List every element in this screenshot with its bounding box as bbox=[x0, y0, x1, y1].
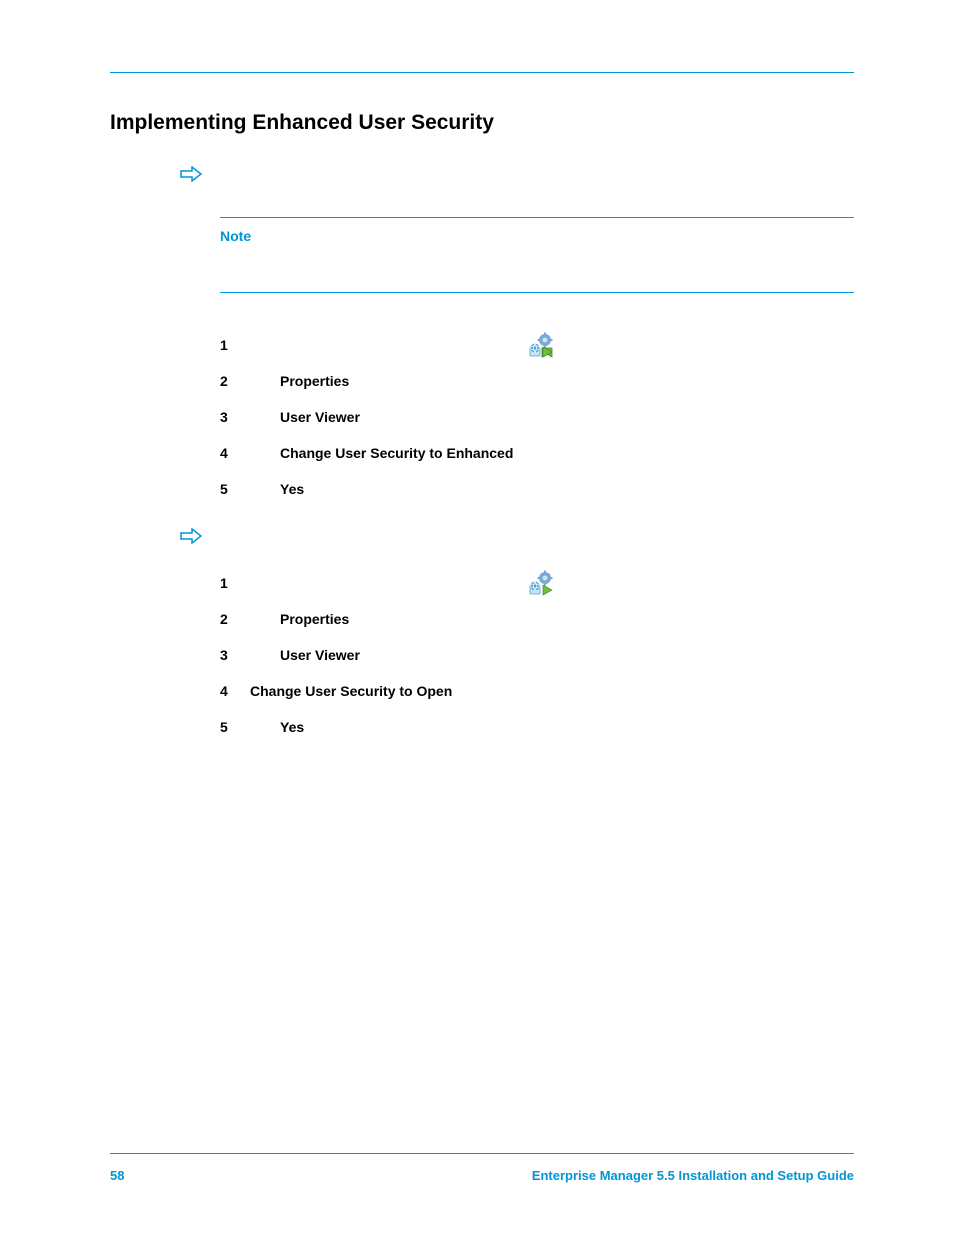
step-number: 1 bbox=[220, 337, 240, 353]
step-text: Change User Security to Enhanced bbox=[280, 445, 513, 461]
step-text: Change User Security to Open bbox=[250, 683, 452, 699]
step-text: Properties bbox=[280, 373, 349, 389]
page-footer: 58 Enterprise Manager 5.5 Installation a… bbox=[110, 1153, 854, 1183]
note-label: Note bbox=[220, 228, 854, 246]
step-number: 5 bbox=[220, 481, 240, 497]
arrow-right-icon bbox=[180, 166, 202, 182]
step-row: 1 bbox=[220, 567, 854, 599]
step-row: 2 Properties bbox=[220, 365, 854, 397]
top-horizontal-rule bbox=[110, 72, 854, 73]
guide-title: Enterprise Manager 5.5 Installation and … bbox=[532, 1168, 854, 1183]
step-text: Yes bbox=[280, 481, 304, 497]
user-security-icon bbox=[528, 332, 554, 358]
step-row: 3 User Viewer bbox=[220, 401, 854, 433]
step-row: 2 Properties bbox=[220, 603, 854, 635]
procedure-arrow-2 bbox=[180, 525, 854, 547]
step-text: Properties bbox=[280, 611, 349, 627]
procedure-arrow-1 bbox=[180, 163, 854, 185]
user-security-icon bbox=[528, 570, 554, 596]
step-text: User Viewer bbox=[280, 647, 360, 663]
section-title: Implementing Enhanced User Security bbox=[110, 111, 854, 135]
step-number: 5 bbox=[220, 719, 240, 735]
page-number: 58 bbox=[110, 1168, 124, 1183]
steps-list-1: 1 bbox=[220, 329, 854, 505]
step-row: 3 User Viewer bbox=[220, 639, 854, 671]
step-row: 5 Yes bbox=[220, 711, 854, 743]
note-bottom-rule bbox=[220, 292, 854, 293]
note-block: Note bbox=[220, 217, 854, 293]
step-row: 4 Change User Security to Open bbox=[220, 675, 854, 707]
step-number: 2 bbox=[220, 611, 240, 627]
step-text: User Viewer bbox=[280, 409, 360, 425]
step-row: 4 Change User Security to Enhanced bbox=[220, 437, 854, 469]
step-number: 3 bbox=[220, 647, 240, 663]
step-row: 5 Yes bbox=[220, 473, 854, 505]
step-number: 1 bbox=[220, 575, 240, 591]
step-row: 1 bbox=[220, 329, 854, 361]
step-number: 2 bbox=[220, 373, 240, 389]
step-number: 4 bbox=[220, 683, 240, 699]
step-number: 4 bbox=[220, 445, 240, 461]
arrow-right-icon bbox=[180, 528, 202, 544]
note-top-rule bbox=[220, 217, 854, 218]
step-text: Yes bbox=[280, 719, 304, 735]
steps-list-2: 1 bbox=[220, 567, 854, 743]
step-number: 3 bbox=[220, 409, 240, 425]
